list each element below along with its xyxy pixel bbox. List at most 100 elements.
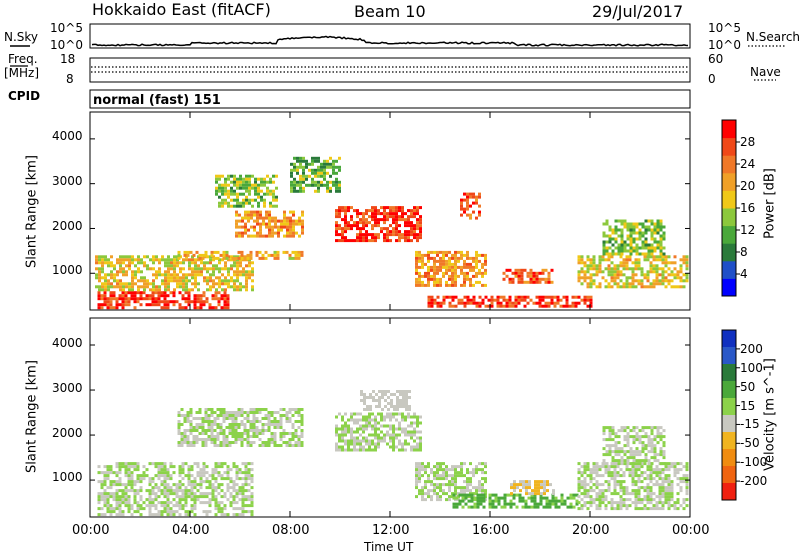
echo-cell: [259, 210, 262, 214]
echo-cell: [415, 462, 418, 466]
echo-cell: [233, 285, 236, 289]
echo-cell: [491, 499, 495, 503]
echo-cell: [148, 480, 152, 484]
echo-cell: [362, 224, 365, 228]
echo-cell: [244, 225, 247, 229]
echo-cell: [241, 234, 244, 238]
echo-cell: [640, 282, 644, 286]
echo-cell: [547, 295, 551, 299]
echo-cell: [154, 462, 158, 466]
echo-cell: [134, 276, 137, 280]
echo-cell: [238, 489, 242, 493]
echo-cell: [121, 291, 125, 295]
colorbar-tick-label: 200: [740, 341, 763, 356]
echo-cell: [371, 227, 374, 231]
echo-cell: [297, 441, 301, 444]
echo-cell: [442, 471, 445, 475]
echo-cell: [97, 303, 101, 307]
echo-cell: [482, 493, 486, 497]
echo-cell: [158, 261, 161, 265]
echo-cell: [478, 253, 481, 257]
echo-cell: [511, 280, 515, 284]
echo-cell: [224, 276, 227, 280]
echo-cell: [181, 498, 185, 502]
echo-cell: [439, 495, 442, 499]
echo-cell: [231, 256, 235, 260]
echo-cell: [604, 495, 608, 499]
echo-cell: [291, 438, 295, 441]
echo-cell: [167, 273, 170, 277]
echo-cell: [685, 258, 689, 262]
echo-cell: [595, 267, 599, 271]
echo-cell: [538, 295, 542, 299]
echo-cell: [288, 444, 292, 447]
echo-cell: [460, 489, 463, 493]
echo-cell: [625, 285, 629, 289]
echo-cell: [274, 231, 277, 235]
echo-cell: [115, 300, 119, 304]
echo-cell: [608, 225, 612, 229]
echo-cell: [248, 192, 251, 196]
echo-cell: [613, 282, 617, 286]
echo-cell: [436, 498, 439, 502]
echo-cell: [98, 255, 101, 259]
echo-cell: [210, 438, 214, 441]
echo-cell: [647, 219, 651, 223]
echo-cell: [454, 259, 457, 263]
echo-cell: [194, 270, 197, 274]
echo-cell: [283, 216, 286, 220]
echo-cell: [553, 304, 557, 308]
echo-cell: [664, 279, 668, 283]
echo-cell: [204, 441, 208, 444]
echo-cell: [326, 183, 329, 187]
echo-cell: [124, 468, 128, 472]
echo-cell: [326, 165, 329, 169]
echo-cell: [142, 465, 146, 469]
echo-cell: [338, 206, 341, 210]
echo-cell: [103, 495, 107, 499]
echo-cell: [186, 253, 190, 257]
echo-cell: [383, 221, 386, 225]
echo-cell: [484, 304, 488, 308]
echo-cell: [619, 285, 623, 289]
echo-cell: [172, 300, 176, 304]
echo-cell: [217, 291, 221, 295]
echo-cell: [445, 471, 448, 475]
echo-cell: [610, 270, 614, 274]
echo-cell: [163, 483, 167, 487]
echo-cell: [112, 306, 116, 310]
echo-cell: [583, 462, 587, 466]
echo-cell: [206, 279, 209, 283]
echo-cell: [124, 501, 128, 505]
echo-cell: [442, 271, 445, 275]
echo-cell: [374, 433, 377, 437]
echo-cell: [631, 471, 635, 475]
echo-cell: [187, 489, 191, 493]
echo-cell: [517, 280, 521, 284]
echo-cell: [230, 276, 233, 280]
echo-cell: [628, 276, 632, 280]
echo-cell: [160, 474, 164, 478]
echo-cell: [451, 298, 455, 302]
echo-cell: [193, 303, 197, 307]
echo-cell: [300, 429, 304, 432]
echo-cell: [589, 295, 593, 299]
echo-cell: [169, 462, 173, 466]
colorbar-swatch: [722, 364, 736, 382]
echo-cell: [415, 483, 418, 487]
echo-cell: [344, 439, 347, 443]
echo-cell: [229, 486, 233, 490]
echo-cell: [469, 265, 472, 269]
echo-cell: [532, 277, 536, 281]
echo-cell: [442, 492, 445, 496]
echo-cell: [291, 432, 295, 435]
echo-cell: [631, 489, 635, 493]
echo-cell: [622, 489, 626, 493]
echo-cell: [640, 462, 644, 466]
echo-cell: [170, 267, 173, 271]
echo-cell: [341, 209, 344, 213]
echo-cell: [202, 510, 206, 514]
echo-cell: [484, 271, 487, 275]
echo-cell: [653, 459, 657, 463]
echo-cell: [634, 489, 638, 493]
